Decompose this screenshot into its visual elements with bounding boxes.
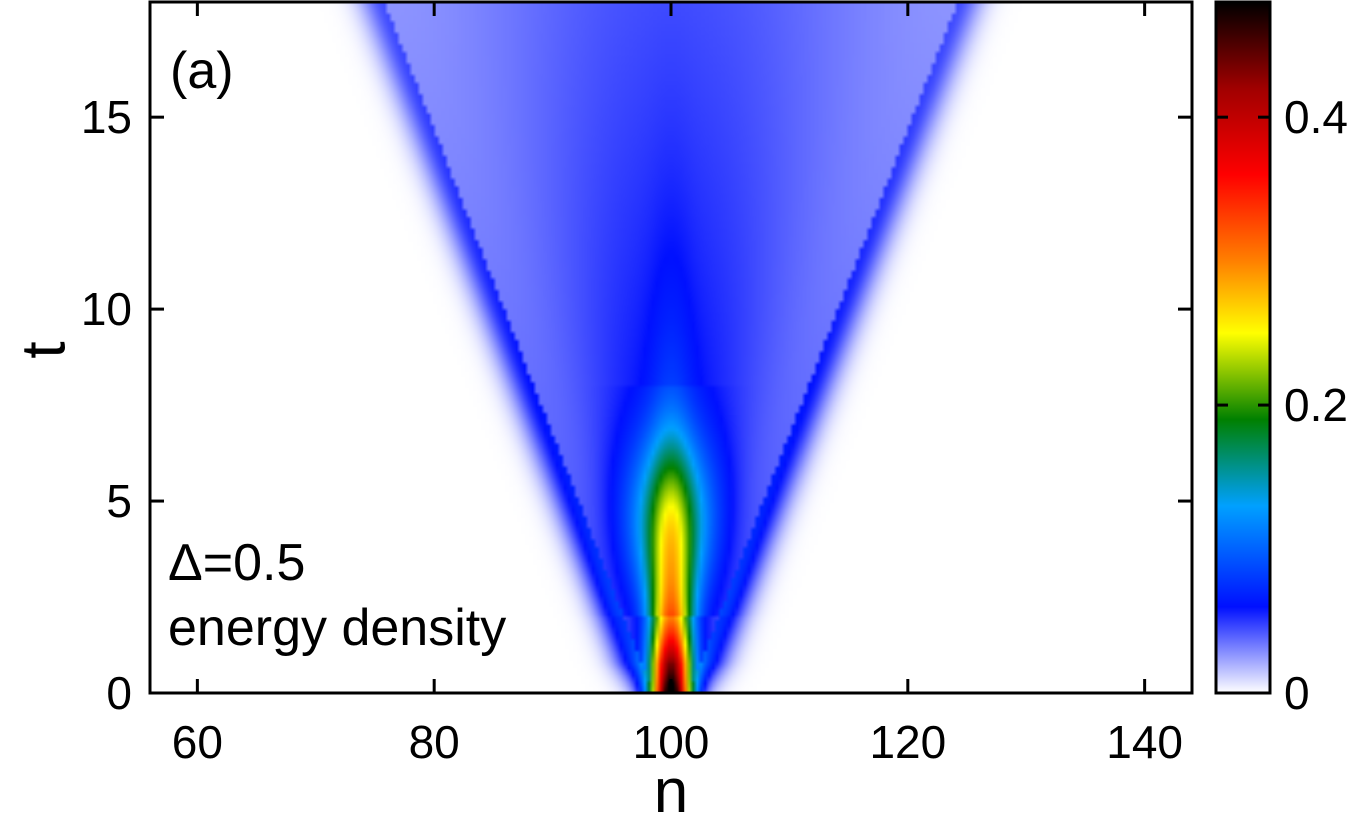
y-tick-label: 10	[81, 283, 132, 335]
heatmap-image	[150, 2, 1192, 693]
x-tick-label: 60	[172, 716, 223, 768]
x-axis-title: n	[654, 757, 688, 817]
y-axis-title: t	[9, 341, 78, 358]
x-tick-label: 140	[1106, 716, 1183, 768]
x-axis-ticks: 60 80 100 120 140	[172, 2, 1183, 768]
colorbar-tick-label: 0	[1284, 667, 1310, 719]
x-tick-label: 80	[409, 716, 460, 768]
y-tick-label: 15	[81, 91, 132, 143]
y-axis-ticks: 0 5 10 15	[81, 91, 1192, 719]
delta-annotation: Δ=0.5	[168, 534, 305, 592]
y-tick-label: 5	[106, 475, 132, 527]
energy-density-annotation: energy density	[168, 599, 506, 657]
heatmap-plot-area	[150, 2, 1192, 693]
colorbar-tick-label: 0.2	[1284, 379, 1348, 431]
colorbar	[1214, 0, 1272, 695]
panel-label: (a)	[170, 42, 234, 100]
x-tick-label: 100	[633, 716, 710, 768]
x-tick-label: 120	[869, 716, 946, 768]
colorbar-ticks: 0 0.2 0.4	[1216, 91, 1348, 719]
y-tick-label: 0	[106, 667, 132, 719]
colorbar-tick-label: 0.4	[1284, 91, 1348, 143]
